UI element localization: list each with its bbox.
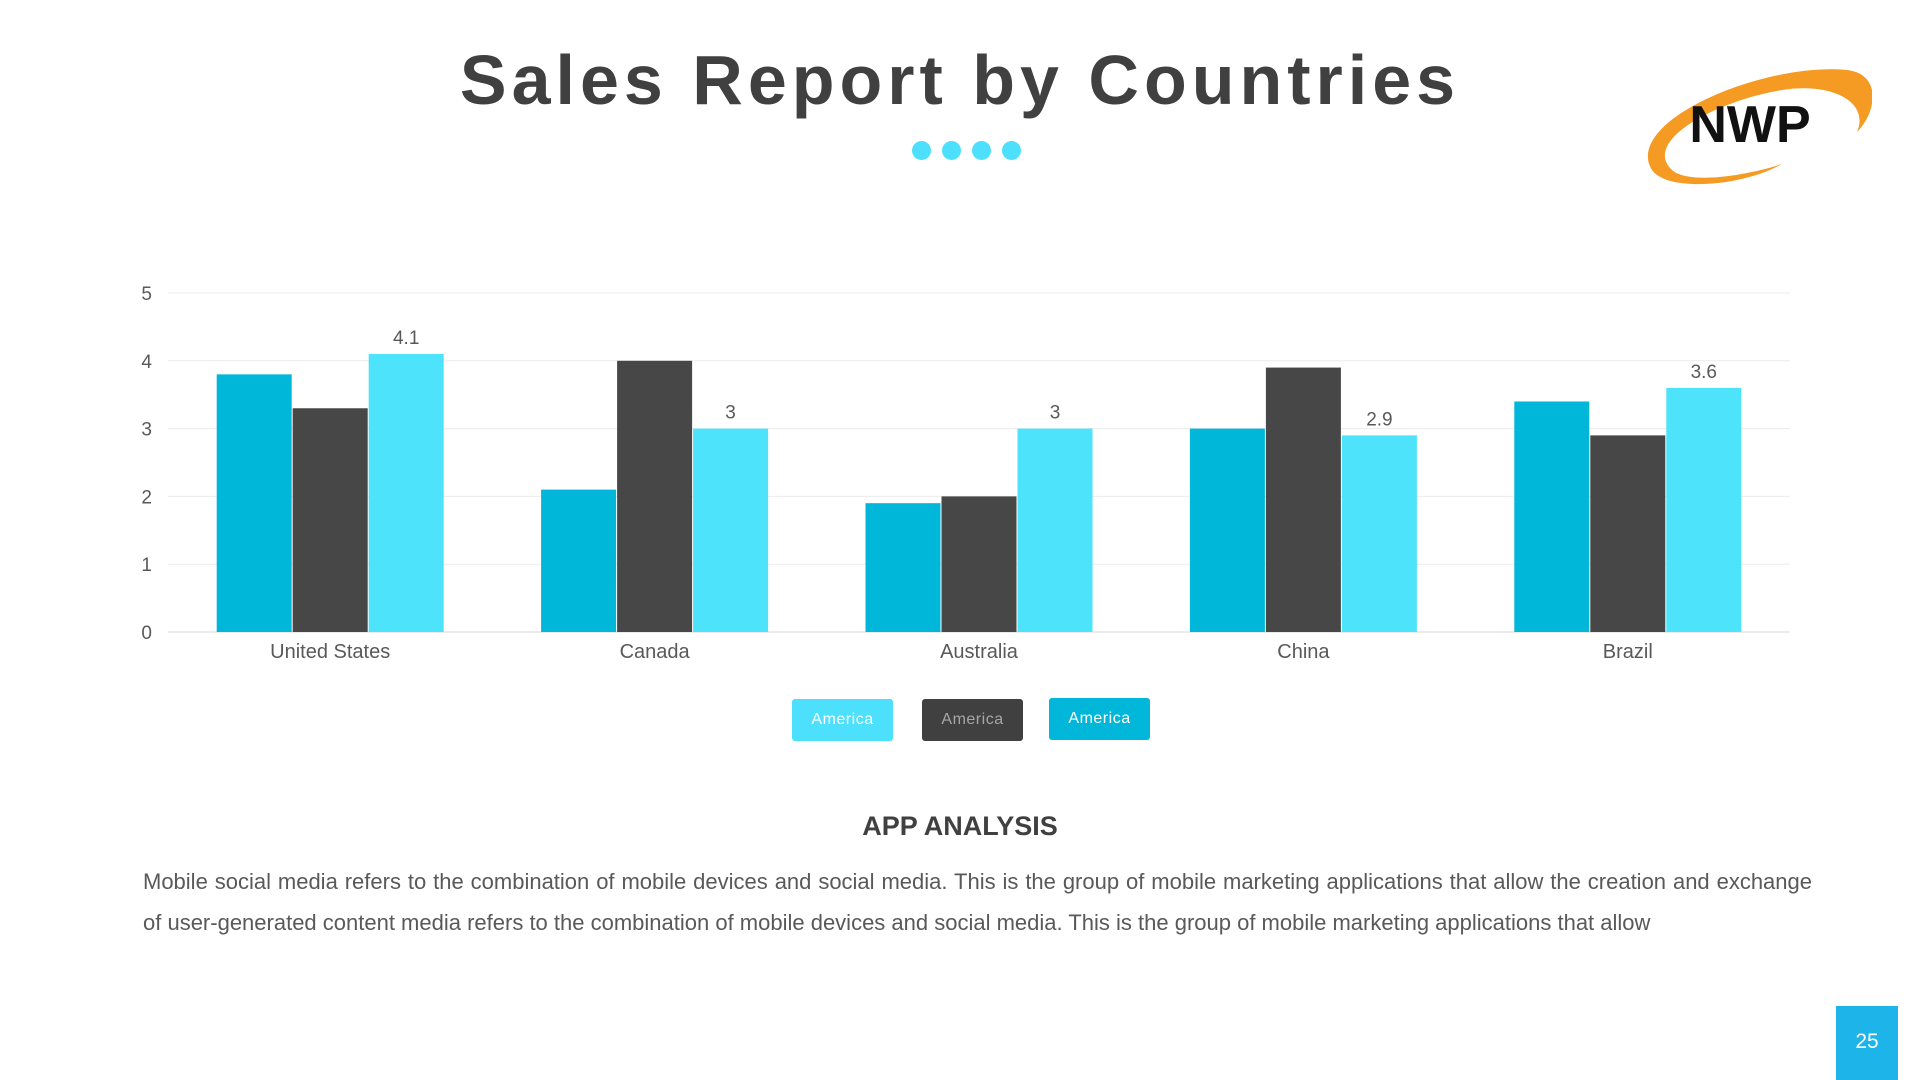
y-tick-label: 1 <box>141 555 152 576</box>
dot-2 <box>942 141 961 160</box>
bar <box>941 496 1017 632</box>
dot-3 <box>972 141 991 160</box>
x-axis-ticks: United States Canada Australia China Brazil <box>270 641 1653 663</box>
logo-swoosh <box>1647 69 1872 185</box>
bar <box>617 360 693 632</box>
legend-label: America <box>811 711 874 728</box>
bar <box>1341 435 1417 632</box>
data-label: 4.1 <box>393 328 419 349</box>
y-tick-label: 3 <box>141 420 152 441</box>
dot-4 <box>1002 141 1021 160</box>
x-tick-label: Australia <box>940 641 1019 663</box>
legend-label: America <box>941 711 1004 728</box>
title-dots <box>912 141 1021 160</box>
page-number: 25 <box>1836 1006 1898 1080</box>
bar <box>1590 435 1666 632</box>
nwp-logo: NWP <box>1647 69 1872 185</box>
x-tick-label: United States <box>270 641 390 663</box>
data-label: 2.9 <box>1366 409 1392 430</box>
bar <box>693 428 769 632</box>
bar <box>1189 428 1265 632</box>
x-tick-label: Brazil <box>1603 641 1653 663</box>
section-title: APP ANALYSIS <box>862 811 1058 841</box>
bar <box>1017 428 1093 632</box>
y-tick-label: 2 <box>141 487 152 508</box>
data-label: 3.6 <box>1691 362 1717 383</box>
dot-1 <box>912 141 931 160</box>
y-tick-label: 5 <box>141 284 152 305</box>
body-text: Mobile social media refers to the combin… <box>143 869 1812 935</box>
bar-chart: 0 1 2 3 4 5 4.1 3 3 2.9 3.6 United States Canada Au… <box>141 284 1790 663</box>
x-tick-label: Canada <box>620 641 691 663</box>
x-tick-label: China <box>1277 641 1330 663</box>
bars <box>216 354 1742 632</box>
bar <box>541 489 617 632</box>
legend-item-3[interactable]: America <box>1049 698 1150 740</box>
bar <box>368 354 444 632</box>
slide-title: Sales Report by Countries <box>459 41 1461 119</box>
legend-item-1[interactable]: America <box>792 699 893 741</box>
bar <box>216 374 292 632</box>
logo-text: NWP <box>1689 96 1810 154</box>
y-tick-label: 0 <box>141 623 152 644</box>
bar <box>292 408 368 632</box>
data-labels: 4.1 3 3 2.9 3.6 <box>393 328 1717 430</box>
y-axis-ticks: 0 1 2 3 4 5 <box>141 284 152 644</box>
legend-item-2[interactable]: America <box>922 699 1023 741</box>
bar <box>1666 387 1742 632</box>
bar <box>865 503 941 632</box>
data-label: 3 <box>725 403 736 424</box>
data-label: 3 <box>1050 403 1061 424</box>
bar <box>1514 401 1590 632</box>
bar <box>1265 367 1341 632</box>
y-tick-label: 4 <box>141 352 152 373</box>
legend-label: America <box>1068 710 1131 727</box>
